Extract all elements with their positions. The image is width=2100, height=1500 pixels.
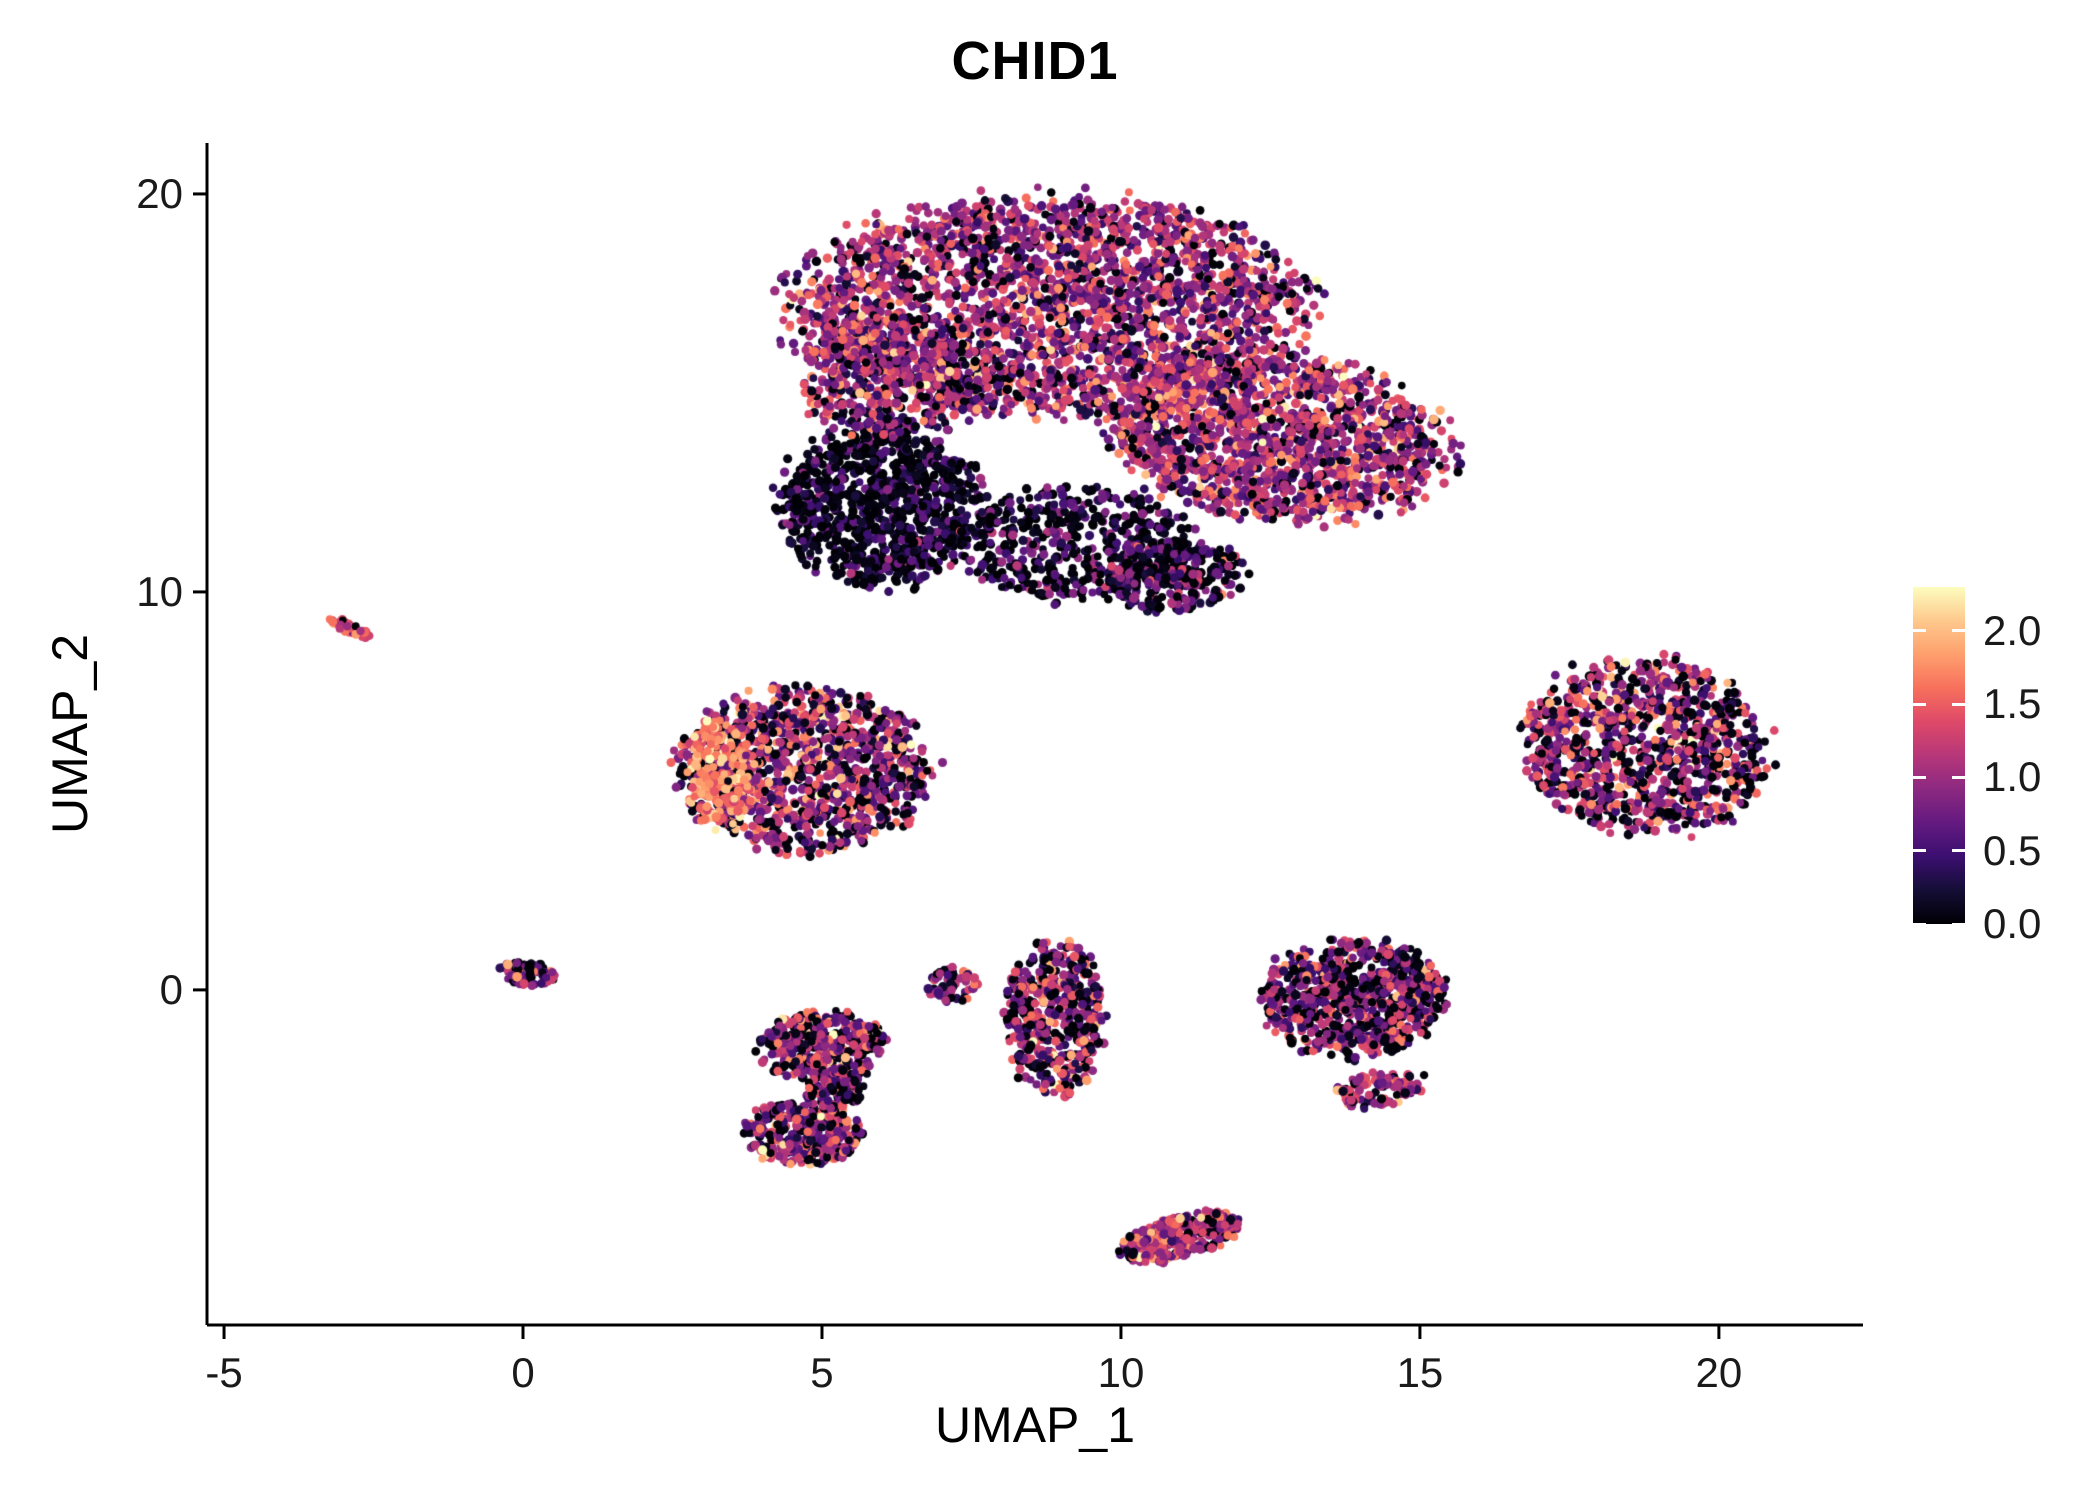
x-tick-label: 15	[1396, 1349, 1444, 1396]
y-axis-label: UMAP_2	[42, 633, 98, 835]
x-tick-label: 20	[1695, 1349, 1743, 1396]
y-tick-label: 0	[159, 965, 183, 1013]
colorbar-tick-label: 2.0	[1983, 606, 2042, 654]
colorbar-tick-mark	[1952, 775, 1965, 779]
colorbar-tick-mark	[1913, 922, 1926, 926]
y-tick-label: 20	[136, 169, 183, 217]
colorbar-tick-mark	[1952, 702, 1965, 706]
colorbar-tick-mark	[1913, 629, 1926, 633]
y-tick-label: 10	[136, 567, 183, 615]
scatter-canvas	[207, 143, 1863, 1325]
x-tick-label: 5	[810, 1349, 834, 1396]
x-tick-label: 0	[511, 1349, 535, 1396]
colorbar-tick-label: 1.5	[1983, 680, 2042, 728]
colorbar-tick-label: 1.0	[1983, 753, 2042, 801]
colorbar-tick-label: 0.0	[1983, 900, 2042, 947]
x-tick-label: 10	[1097, 1349, 1145, 1396]
colorbar-tick-mark	[1913, 849, 1926, 853]
colorbar-tick-mark	[1952, 629, 1965, 633]
plot-title: CHID1	[951, 31, 1119, 91]
colorbar-tick-mark	[1952, 922, 1965, 926]
colorbar-tick-label: 0.5	[1983, 826, 2042, 874]
x-tick-label: -5	[205, 1349, 243, 1396]
colorbar-tick-mark	[1913, 775, 1926, 779]
colorbar-gradient	[1913, 587, 1965, 924]
colorbar-tick-mark	[1952, 849, 1965, 853]
x-axis-label: UMAP_1	[934, 1397, 1136, 1453]
colorbar-tick-mark	[1913, 702, 1926, 706]
